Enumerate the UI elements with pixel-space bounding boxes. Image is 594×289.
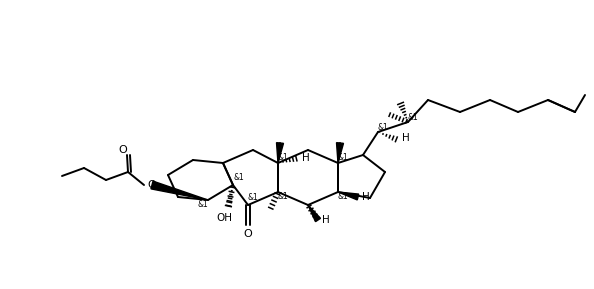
Polygon shape xyxy=(338,192,359,200)
Text: OH: OH xyxy=(216,213,232,223)
Text: &1: &1 xyxy=(378,123,388,132)
Polygon shape xyxy=(337,143,343,163)
Text: O: O xyxy=(119,145,127,155)
Text: H: H xyxy=(302,153,310,163)
Text: &1: &1 xyxy=(278,153,289,162)
Text: &1: &1 xyxy=(248,193,259,202)
Text: &1: &1 xyxy=(338,153,349,162)
Text: O: O xyxy=(244,229,252,239)
Text: O: O xyxy=(148,180,156,190)
Polygon shape xyxy=(277,143,283,163)
Text: H: H xyxy=(402,133,410,143)
Text: H: H xyxy=(322,215,330,225)
Polygon shape xyxy=(308,205,321,222)
Text: H: H xyxy=(362,192,370,202)
Text: &1: &1 xyxy=(278,192,289,201)
Text: &1: &1 xyxy=(233,173,244,182)
Polygon shape xyxy=(151,181,208,200)
Text: &1: &1 xyxy=(408,113,419,122)
Text: &1: &1 xyxy=(338,192,349,201)
Text: &1: &1 xyxy=(197,200,208,209)
